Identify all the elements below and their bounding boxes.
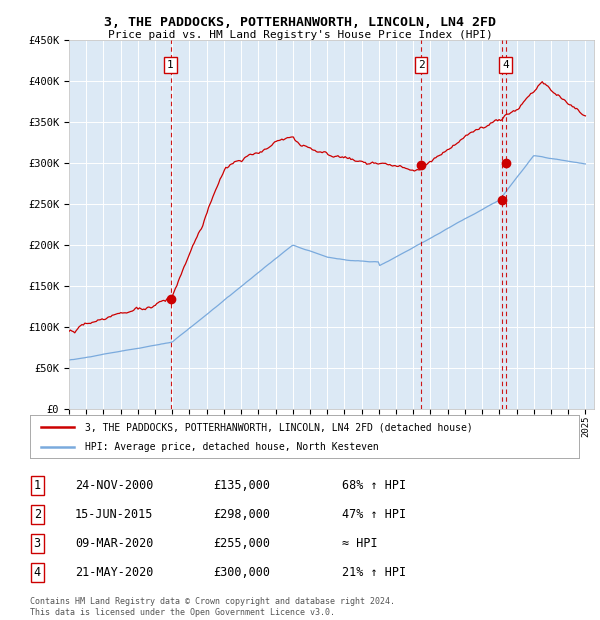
- Text: £255,000: £255,000: [213, 538, 270, 550]
- Text: 1: 1: [34, 479, 41, 492]
- Text: 3: 3: [34, 538, 41, 550]
- Text: £135,000: £135,000: [213, 479, 270, 492]
- Text: 21-MAY-2020: 21-MAY-2020: [75, 567, 154, 579]
- Text: 47% ↑ HPI: 47% ↑ HPI: [342, 508, 406, 521]
- Text: Contains HM Land Registry data © Crown copyright and database right 2024.
This d: Contains HM Land Registry data © Crown c…: [30, 598, 395, 617]
- Text: 24-NOV-2000: 24-NOV-2000: [75, 479, 154, 492]
- Text: 21% ↑ HPI: 21% ↑ HPI: [342, 567, 406, 579]
- Text: 09-MAR-2020: 09-MAR-2020: [75, 538, 154, 550]
- Text: 15-JUN-2015: 15-JUN-2015: [75, 508, 154, 521]
- Text: £300,000: £300,000: [213, 567, 270, 579]
- Text: 4: 4: [502, 60, 509, 70]
- Text: 4: 4: [34, 567, 41, 579]
- Text: £298,000: £298,000: [213, 508, 270, 521]
- Text: 3, THE PADDOCKS, POTTERHANWORTH, LINCOLN, LN4 2FD: 3, THE PADDOCKS, POTTERHANWORTH, LINCOLN…: [104, 16, 496, 29]
- Text: 2: 2: [34, 508, 41, 521]
- Text: ≈ HPI: ≈ HPI: [342, 538, 377, 550]
- Text: HPI: Average price, detached house, North Kesteven: HPI: Average price, detached house, Nort…: [85, 442, 379, 452]
- Text: 3, THE PADDOCKS, POTTERHANWORTH, LINCOLN, LN4 2FD (detached house): 3, THE PADDOCKS, POTTERHANWORTH, LINCOLN…: [85, 422, 473, 432]
- Text: 68% ↑ HPI: 68% ↑ HPI: [342, 479, 406, 492]
- Text: Price paid vs. HM Land Registry's House Price Index (HPI): Price paid vs. HM Land Registry's House …: [107, 30, 493, 40]
- Text: 2: 2: [418, 60, 424, 70]
- Text: 1: 1: [167, 60, 174, 70]
